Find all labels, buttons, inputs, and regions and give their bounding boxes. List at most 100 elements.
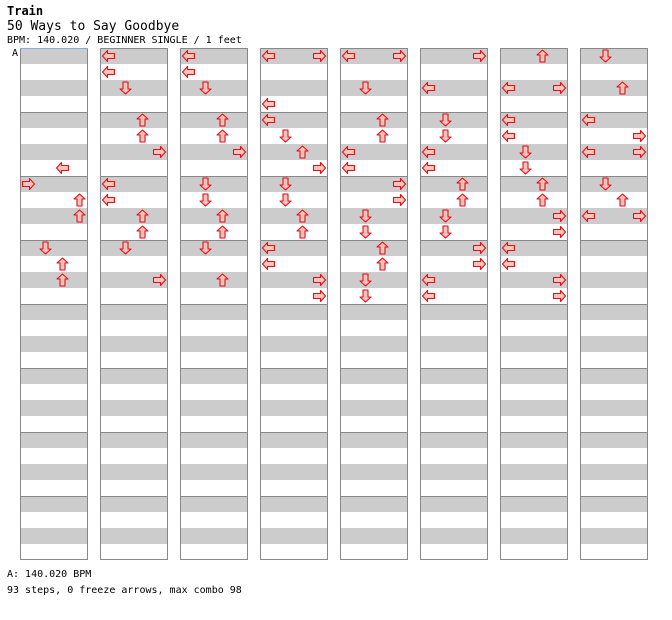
beat-row <box>420 432 488 448</box>
up-arrow-icon <box>536 49 549 63</box>
beat-row <box>580 416 648 432</box>
beat-row <box>580 128 648 144</box>
beat-row <box>420 480 488 496</box>
beat-row <box>260 160 328 176</box>
up-arrow-icon <box>216 209 229 223</box>
chart-column <box>180 48 248 560</box>
beat-row <box>340 176 408 192</box>
beat-row <box>340 48 408 64</box>
right-arrow-icon <box>552 289 567 303</box>
chart-column <box>100 48 168 560</box>
beat-row <box>580 304 648 320</box>
left-arrow-icon <box>101 65 116 79</box>
beat-row <box>340 160 408 176</box>
right-arrow-icon <box>152 273 167 287</box>
right-arrow-icon <box>552 81 567 95</box>
beat-row <box>500 496 568 512</box>
beat-row <box>580 480 648 496</box>
down-arrow-icon <box>439 225 452 239</box>
down-arrow-icon <box>359 225 372 239</box>
beat-row <box>180 496 248 512</box>
beat-row <box>500 160 568 176</box>
beat-row <box>20 272 88 288</box>
beat-row <box>420 528 488 544</box>
down-arrow-icon <box>199 81 212 95</box>
beat-row <box>500 432 568 448</box>
beat-row <box>340 528 408 544</box>
beat-row <box>340 304 408 320</box>
right-arrow-icon <box>312 273 327 287</box>
up-arrow-icon <box>73 193 86 207</box>
beat-row <box>180 48 248 64</box>
left-arrow-icon <box>421 273 436 287</box>
beat-row <box>260 80 328 96</box>
beat-row <box>500 48 568 64</box>
beat-row <box>580 368 648 384</box>
right-arrow-icon <box>472 257 487 271</box>
beat-row <box>100 176 168 192</box>
beat-row <box>100 224 168 240</box>
up-arrow-icon <box>136 209 149 223</box>
right-arrow-icon <box>312 49 327 63</box>
down-arrow-icon <box>279 129 292 143</box>
beat-row <box>580 112 648 128</box>
down-arrow-icon <box>199 193 212 207</box>
beat-row <box>500 336 568 352</box>
down-arrow-icon <box>359 273 372 287</box>
down-arrow-icon <box>199 177 212 191</box>
beat-row <box>100 240 168 256</box>
beat-row <box>20 80 88 96</box>
left-arrow-icon <box>261 97 276 111</box>
beat-row <box>260 432 328 448</box>
bpm-marker-label: A <box>12 48 18 59</box>
beat-row <box>500 368 568 384</box>
beat-row <box>260 464 328 480</box>
beat-row <box>340 448 408 464</box>
right-arrow-icon <box>632 129 647 143</box>
beat-row <box>180 224 248 240</box>
beat-row <box>580 496 648 512</box>
down-arrow-icon <box>439 113 452 127</box>
left-arrow-icon <box>101 49 116 63</box>
left-arrow-icon <box>341 145 356 159</box>
beat-row <box>580 272 648 288</box>
beat-row <box>500 208 568 224</box>
beat-row <box>580 176 648 192</box>
beat-row <box>580 256 648 272</box>
beat-row <box>100 416 168 432</box>
beat-row <box>260 288 328 304</box>
up-arrow-icon <box>376 257 389 271</box>
beat-row <box>580 144 648 160</box>
beat-row <box>500 240 568 256</box>
beat-row <box>100 448 168 464</box>
beat-row <box>100 320 168 336</box>
chart-column <box>20 48 88 560</box>
beat-row <box>420 544 488 560</box>
right-arrow-icon <box>152 145 167 159</box>
beat-row <box>500 128 568 144</box>
up-arrow-icon <box>216 113 229 127</box>
beat-row <box>20 464 88 480</box>
beat-row <box>340 144 408 160</box>
beat-row <box>500 352 568 368</box>
right-arrow-icon <box>392 177 407 191</box>
beat-row <box>180 320 248 336</box>
beat-row <box>420 160 488 176</box>
beat-row <box>260 48 328 64</box>
column-border <box>180 48 248 560</box>
beat-row <box>20 400 88 416</box>
beat-row <box>420 176 488 192</box>
beat-row <box>100 336 168 352</box>
left-arrow-icon <box>181 49 196 63</box>
beat-row <box>180 336 248 352</box>
beat-row <box>100 464 168 480</box>
up-arrow-icon <box>456 193 469 207</box>
beat-row <box>340 496 408 512</box>
beat-row <box>420 496 488 512</box>
beat-row <box>500 320 568 336</box>
beat-row <box>500 400 568 416</box>
beat-row <box>20 320 88 336</box>
beat-row <box>260 272 328 288</box>
beat-row <box>180 288 248 304</box>
chart-column <box>420 48 488 560</box>
